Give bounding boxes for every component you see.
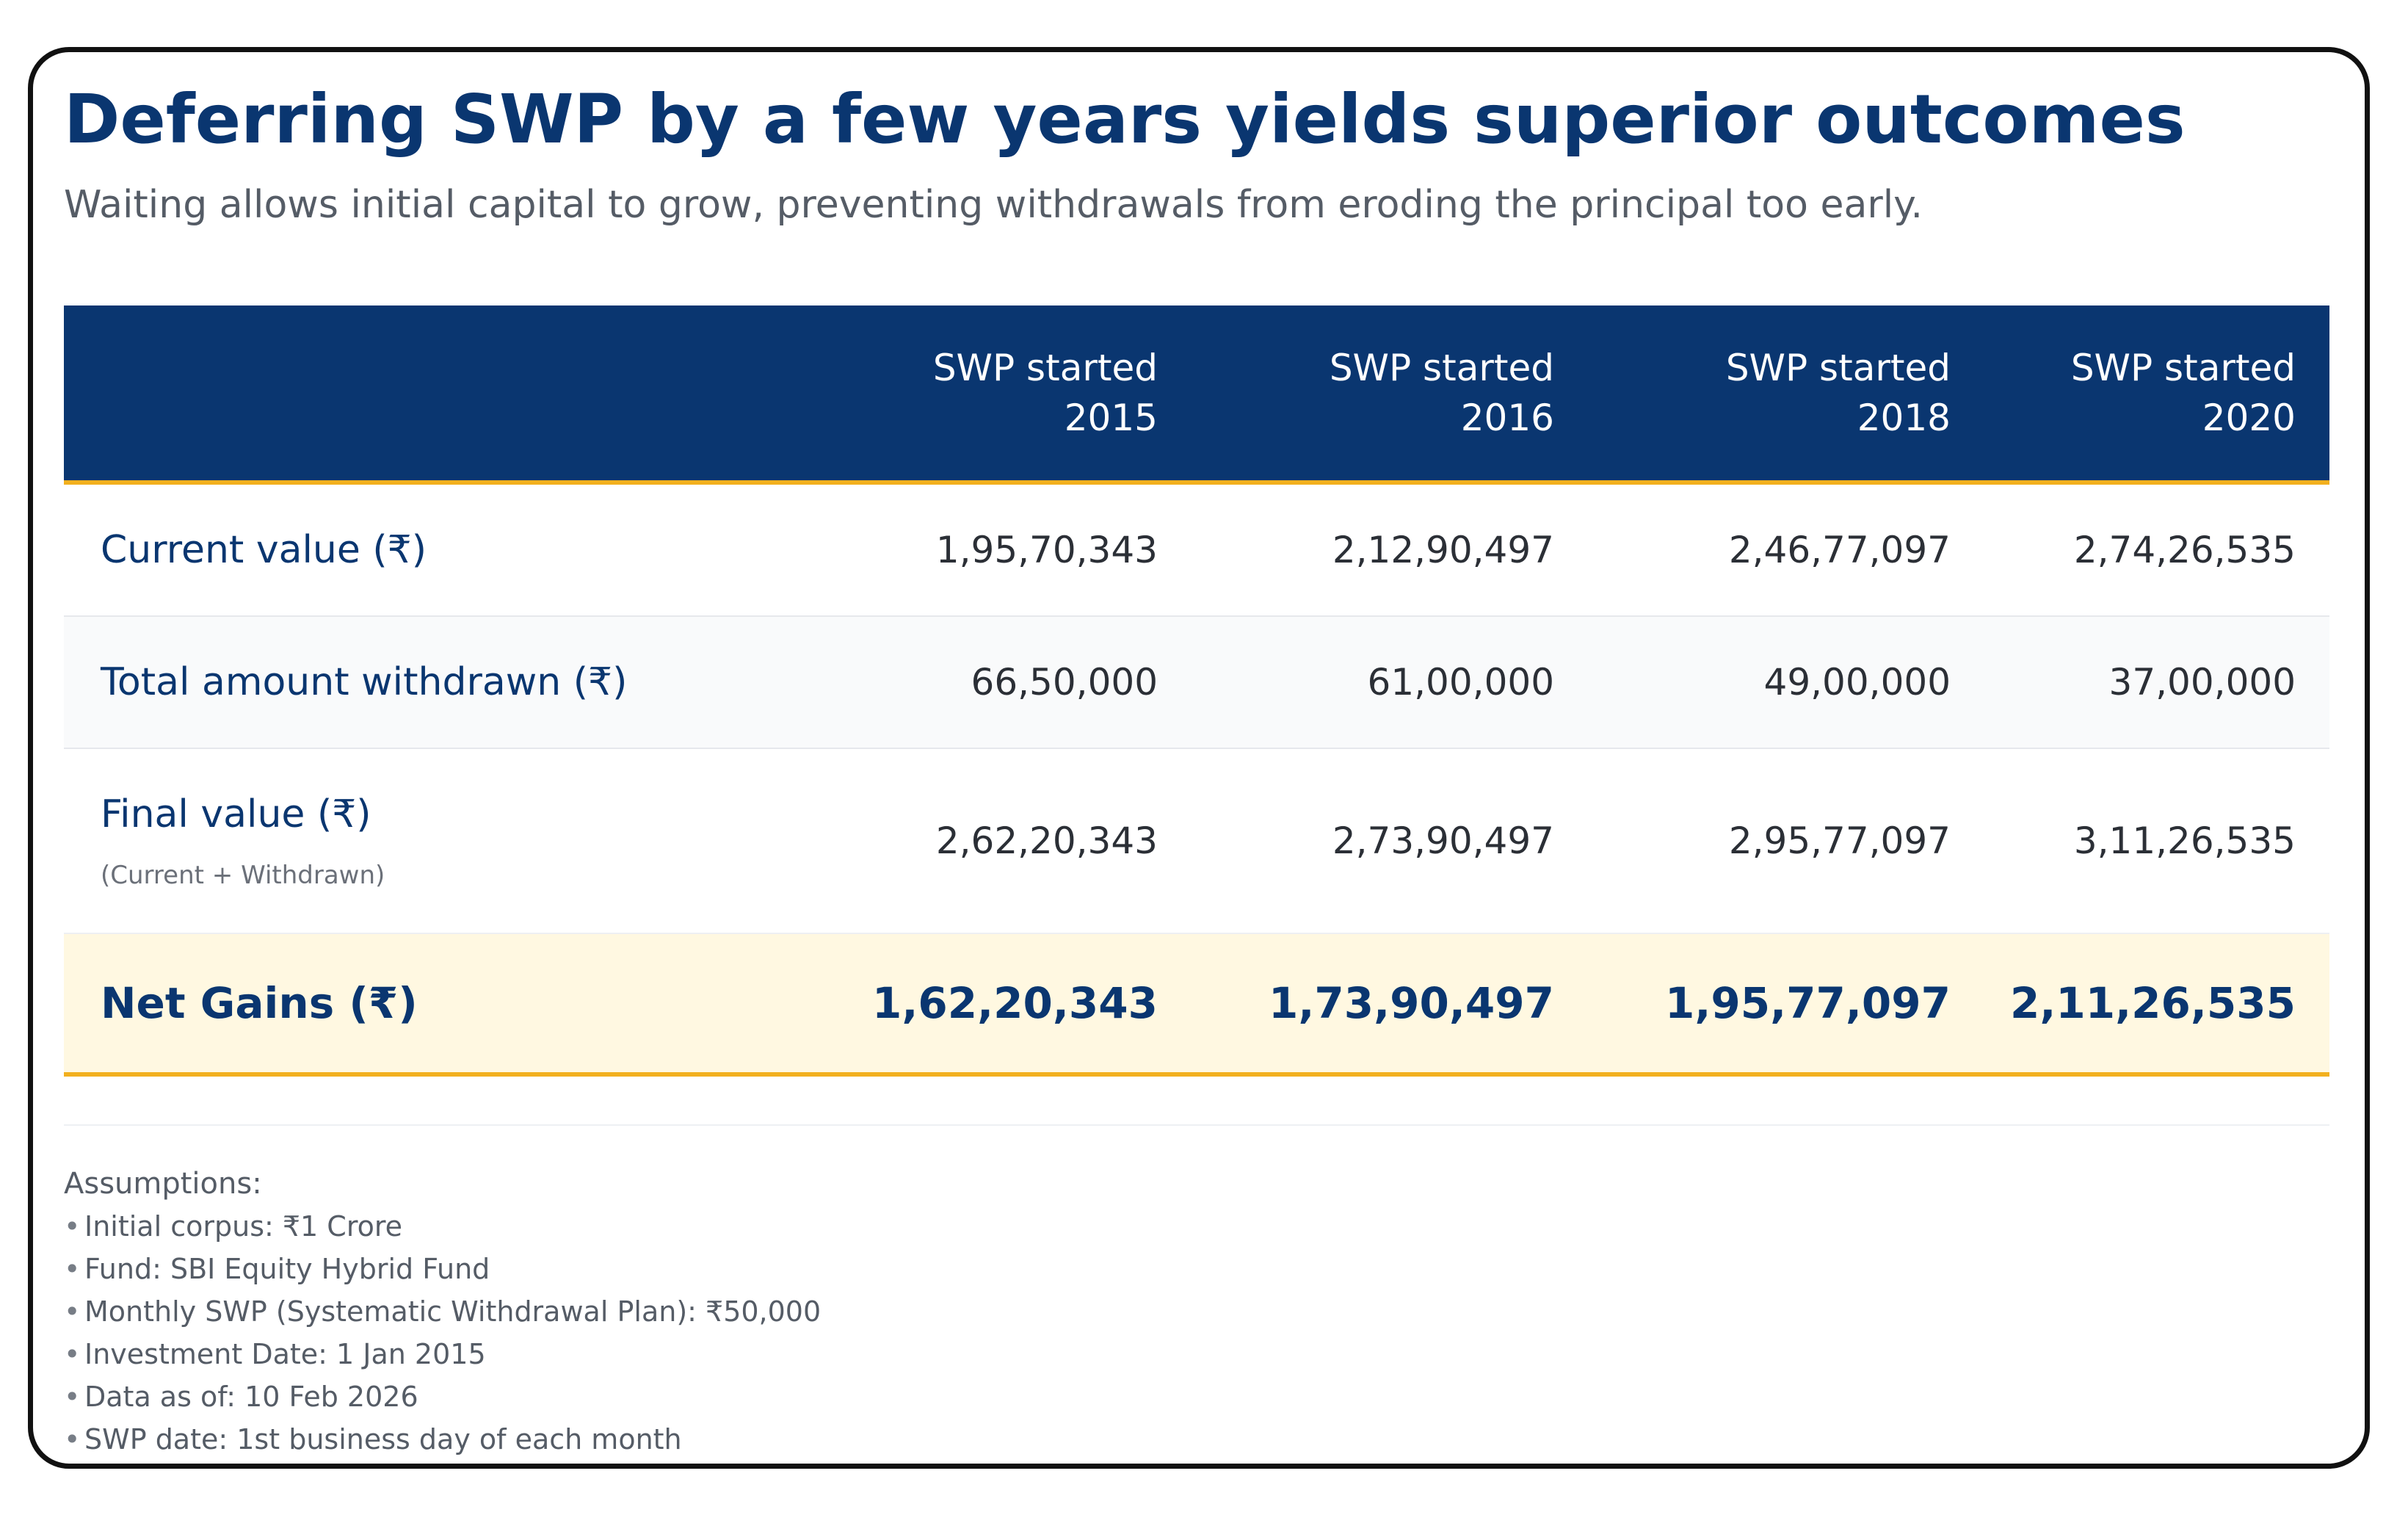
table-cell: 2,74,26,535 bbox=[2073, 529, 2296, 571]
page-title: Deferring SWP by a few years yields supe… bbox=[64, 80, 2186, 159]
row-label: Final value (₹) bbox=[101, 792, 371, 836]
row-label: Total amount withdrawn (₹) bbox=[101, 660, 628, 704]
bullet-icon: • bbox=[64, 1338, 81, 1370]
page-subtitle: Waiting allows initial capital to grow, … bbox=[64, 183, 1923, 227]
table-cell: 1,73,90,497 bbox=[1269, 978, 1554, 1028]
header-label: SWP started bbox=[1329, 347, 1554, 389]
list-item: • Investment Date: 1 Jan 2015 bbox=[64, 1333, 2329, 1375]
header-label: SWP started bbox=[932, 347, 1158, 389]
header-year: 2016 bbox=[1460, 397, 1554, 439]
list-item: • Fund: SBI Equity Hybrid Fund bbox=[64, 1248, 2329, 1290]
table-cell: 2,12,90,497 bbox=[1332, 529, 1554, 571]
header-cell-2018: SWP started 2018 bbox=[1591, 305, 1951, 480]
bullet-icon: • bbox=[64, 1253, 81, 1285]
table-cell: 1,62,20,343 bbox=[872, 978, 1158, 1028]
assumptions-section: Assumptions: • Initial corpus: ₹1 Crore •… bbox=[64, 1162, 2329, 1461]
list-item: • SWP date: 1st business day of each mont… bbox=[64, 1418, 2329, 1461]
bullet-icon: • bbox=[64, 1210, 81, 1243]
table-row-net-gains: Net Gains (₹) 1,62,20,343 1,73,90,497 1,… bbox=[64, 934, 2329, 1077]
row-note: (Current + Withdrawn) bbox=[101, 861, 385, 890]
row-label: Net Gains (₹) bbox=[101, 978, 418, 1028]
table-cell: 2,95,77,097 bbox=[1728, 820, 1951, 862]
header-cell-2015: SWP started 2015 bbox=[798, 305, 1158, 480]
assumptions-list: • Initial corpus: ₹1 Crore • Fund: SBI Equ… bbox=[64, 1205, 2329, 1461]
table-row-final-value: Final value (₹) (Current + Withdrawn) 2,… bbox=[64, 749, 2329, 934]
header-cell-2016: SWP started 2016 bbox=[1194, 305, 1554, 480]
table-row-total-withdrawn: Total amount withdrawn (₹) 66,50,000 61,… bbox=[64, 617, 2329, 749]
table-cell: 1,95,77,097 bbox=[1665, 978, 1951, 1028]
bullet-icon: • bbox=[64, 1423, 81, 1456]
table-cell: 2,73,90,497 bbox=[1332, 820, 1554, 862]
table-cell: 1,95,70,343 bbox=[935, 529, 1158, 571]
header-year: 2020 bbox=[2202, 397, 2296, 439]
list-item: • Monthly SWP (Systematic Withdrawal Plan… bbox=[64, 1290, 2329, 1333]
header-year: 2018 bbox=[1857, 397, 1951, 439]
bullet-icon: • bbox=[64, 1295, 81, 1328]
header-label: SWP started bbox=[2070, 347, 2296, 389]
table-cell: 2,11,26,535 bbox=[2010, 978, 2296, 1028]
table-cell: 2,46,77,097 bbox=[1728, 529, 1951, 571]
content-card: Deferring SWP by a few years yields supe… bbox=[28, 47, 2370, 1469]
comparison-table: SWP started 2015 SWP started 2016 SWP st… bbox=[64, 305, 2329, 1077]
row-label: Current value (₹) bbox=[101, 528, 427, 572]
list-item: • Initial corpus: ₹1 Crore bbox=[64, 1205, 2329, 1248]
header-empty-cell bbox=[101, 305, 761, 480]
list-item: • Data as of: 10 Feb 2026 bbox=[64, 1375, 2329, 1418]
table-cell: 37,00,000 bbox=[2108, 661, 2296, 704]
header-label: SWP started bbox=[1725, 347, 1951, 389]
table-cell: 2,62,20,343 bbox=[935, 820, 1158, 862]
table-cell: 61,00,000 bbox=[1367, 661, 1554, 704]
bullet-icon: • bbox=[64, 1381, 81, 1413]
section-divider bbox=[64, 1124, 2329, 1126]
assumptions-title: Assumptions: bbox=[64, 1167, 262, 1201]
header-year: 2015 bbox=[1064, 397, 1158, 439]
table-header-row: SWP started 2015 SWP started 2016 SWP st… bbox=[64, 305, 2329, 485]
table-cell: 66,50,000 bbox=[971, 661, 1158, 704]
table-row-current-value: Current value (₹) 1,95,70,343 2,12,90,49… bbox=[64, 485, 2329, 617]
table-cell: 3,11,26,535 bbox=[2073, 820, 2296, 862]
header-cell-2020: SWP started 2020 bbox=[1987, 305, 2296, 480]
table-cell: 49,00,000 bbox=[1763, 661, 1951, 704]
